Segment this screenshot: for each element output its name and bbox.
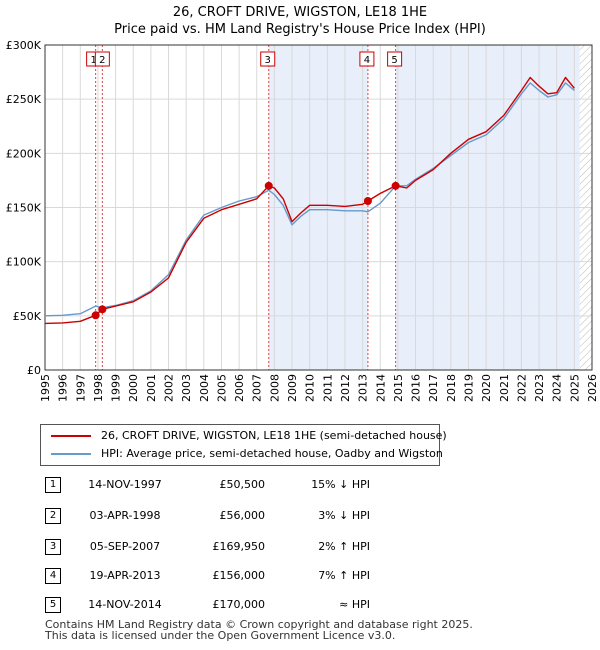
sale-number-label: 5 — [391, 55, 397, 66]
x-tick-label: 2013 — [357, 374, 370, 402]
x-tick-label: 2000 — [127, 374, 140, 402]
x-tick-label: 2024 — [551, 374, 564, 402]
legend-label-property: 26, CROFT DRIVE, WIGSTON, LE18 1HE (semi… — [101, 429, 447, 442]
x-tick-label: 2011 — [321, 374, 334, 402]
sale-marker-number: 1 — [45, 477, 61, 493]
x-tick-label: 2025 — [568, 374, 581, 402]
sale-price: £156,000 — [212, 569, 266, 582]
x-tick-label: 2009 — [286, 374, 299, 402]
x-tick-label: 2004 — [198, 374, 211, 402]
title-line-2: Price paid vs. HM Land Registry's House … — [114, 22, 486, 37]
y-tick-label: £150K — [6, 202, 42, 215]
x-tick-label: 2012 — [339, 374, 352, 402]
y-tick-label: £50K — [13, 310, 42, 323]
sale-number-label: 4 — [364, 55, 370, 66]
sale-number-box — [387, 51, 403, 67]
sale-point — [264, 181, 273, 190]
x-tick-label: 1999 — [110, 374, 123, 402]
sale-number-box — [359, 51, 375, 67]
sale-hpi-relation: 2% ↑ HPI — [318, 540, 370, 553]
y-tick-label: £300K — [6, 39, 42, 52]
x-tick-label: 2016 — [410, 374, 423, 402]
x-tick-label: 2007 — [251, 374, 264, 402]
sale-number-label: 2 — [99, 55, 105, 66]
x-tick-label: 2021 — [498, 374, 511, 402]
sale-marker-number: 4 — [45, 568, 61, 584]
sale-number-box — [94, 51, 110, 67]
sale-price: £56,000 — [219, 509, 266, 522]
chart-legend: 26, CROFT DRIVE, WIGSTON, LE18 1HE (semi… — [40, 424, 447, 466]
sale-point — [391, 181, 400, 190]
sale-number-box — [260, 51, 276, 67]
x-tick-label: 2006 — [233, 374, 246, 402]
sale-marker-number: 2 — [45, 508, 61, 524]
legend-swatch-hpi — [51, 453, 91, 455]
sale-hpi-relation: 3% ↓ HPI — [318, 509, 370, 522]
sale-point — [98, 305, 107, 314]
series-line-property — [44, 76, 575, 325]
y-tick-label: £100K — [6, 256, 42, 269]
sale-date: 19-APR-2013 — [89, 569, 161, 582]
x-tick-label: 2005 — [215, 374, 228, 402]
sale-number-label: 1 — [90, 55, 96, 66]
sale-point — [91, 311, 100, 320]
x-tick-label: 1996 — [57, 374, 70, 402]
y-tick-label: £200K — [6, 147, 42, 160]
legend-label-hpi: HPI: Average price, semi-detached house,… — [101, 447, 443, 460]
x-tick-label: 2015 — [392, 374, 405, 402]
sale-marker-number: 5 — [45, 597, 61, 613]
x-tick-label: 2018 — [445, 374, 458, 402]
footer-line-1: Contains HM Land Registry data © Crown c… — [45, 618, 473, 631]
x-tick-label: 2003 — [180, 374, 193, 402]
x-tick-label: 1998 — [92, 374, 105, 402]
footer-line-2: This data is licensed under the Open Gov… — [45, 629, 396, 642]
legend-swatch-property — [51, 435, 91, 437]
sale-date: 14-NOV-1997 — [88, 478, 162, 491]
title-line-1: 26, CROFT DRIVE, WIGSTON, LE18 1HE — [172, 5, 428, 20]
sale-price: £50,500 — [219, 478, 266, 491]
sale-date: 03-APR-1998 — [89, 509, 161, 522]
x-tick-label: 2001 — [145, 374, 158, 402]
x-tick-label: 2014 — [374, 374, 387, 402]
x-tick-label: 2010 — [304, 374, 317, 402]
y-tick-label: £0 — [27, 364, 41, 377]
sale-point — [363, 197, 372, 205]
footer-attribution: Contains HM Land Registry data © Crown c… — [45, 619, 473, 641]
x-tick-label: 2022 — [515, 374, 528, 402]
plot-frame — [44, 44, 593, 371]
x-tick-label: 2020 — [480, 374, 493, 402]
x-tick-label: 2017 — [427, 374, 440, 402]
series-line-hpi — [44, 82, 575, 317]
price-chart: £0 £50K £100K £150K £200K £250K £300K 1995 1996 1… — [6, 39, 599, 402]
sale-date: 05-SEP-2007 — [89, 540, 161, 553]
x-tick-label: 2019 — [462, 374, 475, 402]
sale-hpi-relation: 15% ↓ HPI — [311, 478, 370, 491]
x-tick-label: 1995 — [39, 374, 52, 402]
sale-hpi-relation: ≈ HPI — [339, 598, 370, 611]
x-tick-label: 2026 — [586, 374, 599, 402]
sale-hpi-relation: 7% ↑ HPI — [318, 569, 370, 582]
x-tick-label: 2002 — [163, 374, 176, 402]
sale-marker-number: 3 — [45, 539, 61, 555]
sale-price: £170,000 — [212, 598, 266, 611]
y-tick-label: £250K — [6, 93, 42, 106]
x-tick-label: 2023 — [533, 374, 546, 402]
chart-title: 26, CROFT DRIVE, WIGSTON, LE18 1HE Price… — [0, 4, 600, 38]
x-tick-label: 1997 — [74, 374, 87, 402]
sale-number-label: 3 — [265, 55, 271, 66]
sale-price: £169,950 — [212, 540, 266, 553]
x-tick-label: 2008 — [268, 374, 281, 402]
sale-date: 14-NOV-2014 — [88, 598, 162, 611]
